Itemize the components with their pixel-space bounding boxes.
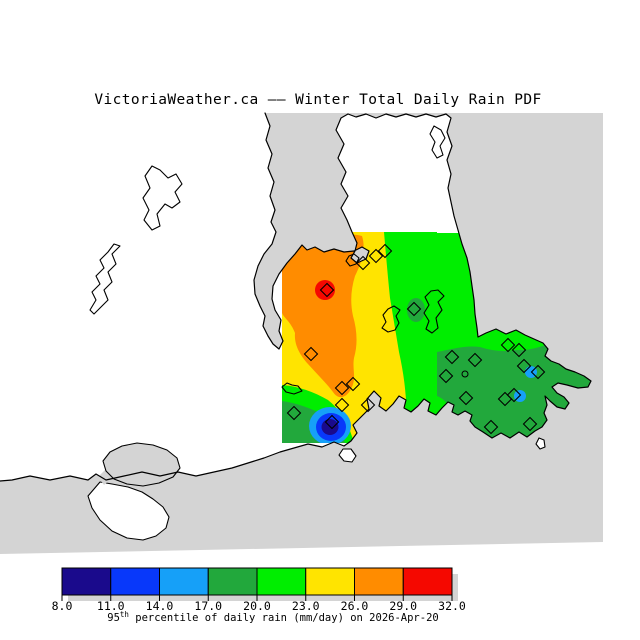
colorbar-tick-label: 17.0 [194,599,222,613]
sea [0,113,603,554]
station-markers [286,243,546,435]
lake-shawnigan [142,165,183,231]
coastline [0,112,592,482]
station-diamond [355,255,371,271]
station-diamond [368,248,384,264]
contour-red-max-spot [315,280,335,300]
station-diamond [406,301,422,317]
colorbar-cell [305,567,355,596]
colorbar-tick-label: 23.0 [292,599,320,613]
lake-prospect-small [345,253,360,267]
station-diamond [516,358,532,374]
station-diamond [319,282,335,298]
colorbar-cell [159,567,209,596]
station-diamond [522,416,538,432]
colorbar-cells [61,567,453,596]
colorbar-cell [256,567,307,596]
lake-elk [381,305,401,333]
station-diamond [324,414,340,430]
station-diamond [334,397,350,413]
colorbar-cell [61,567,112,596]
station-diamond [483,419,499,435]
colorbar-cell [354,567,404,596]
station-diamond [511,342,527,358]
station-diamond [444,349,460,365]
station-circle [461,370,469,378]
plot-title: VictoriaWeather.ca —— Winter Total Daily… [94,92,541,108]
colorbar: 8.0 11.0 14.0 17.0 20.0 23.0 26.0 29.0 32.0 95th… [52,567,466,624]
station-diamond [286,405,302,421]
station-diamond [467,352,483,368]
contour-brightgreen-east-band [384,232,437,443]
station-diamond [506,387,522,403]
colorbar-cell [207,567,258,596]
colorbar-tick-label: 29.0 [389,599,417,613]
colorbar-tick-label: 32.0 [438,599,466,613]
colorbar-tick-label: 26.0 [341,599,369,613]
lakes [89,165,445,395]
station-diamond [360,397,376,413]
colorbar-cell [110,567,160,596]
station-diamond [438,368,454,384]
station-diamond [303,346,319,362]
island-trial [535,437,546,450]
east-sooke-peninsula [87,481,170,541]
colorbar-tick-label: 8.0 [52,599,73,613]
lake-sooke [89,243,121,315]
colorbar-ticks: 8.0 11.0 14.0 17.0 20.0 23.0 26.0 29.0 32.0 [52,595,466,613]
station-diamond [345,376,361,392]
station-diamond [530,364,546,380]
island-sidney-spit [429,125,446,159]
colorbar-tick-label: 20.0 [243,599,271,613]
station-diamond [500,337,516,353]
contour-green-pocket [407,298,425,322]
lake-east [423,289,445,334]
colorbar-caption: 95th percentile of daily rain (mm/day) o… [107,610,438,624]
island-albert-head [338,448,357,463]
colorbar-cell [402,567,453,596]
saanich-peninsula-land [336,114,459,232]
colorbar-tick-label: 11.0 [97,599,125,613]
station-diamond [458,390,474,406]
station-diamond [334,380,350,396]
lake-langford [281,382,303,395]
station-diamond [377,243,393,259]
contour-orange-blob [282,234,364,398]
colorbar-tick-label: 14.0 [146,599,174,613]
